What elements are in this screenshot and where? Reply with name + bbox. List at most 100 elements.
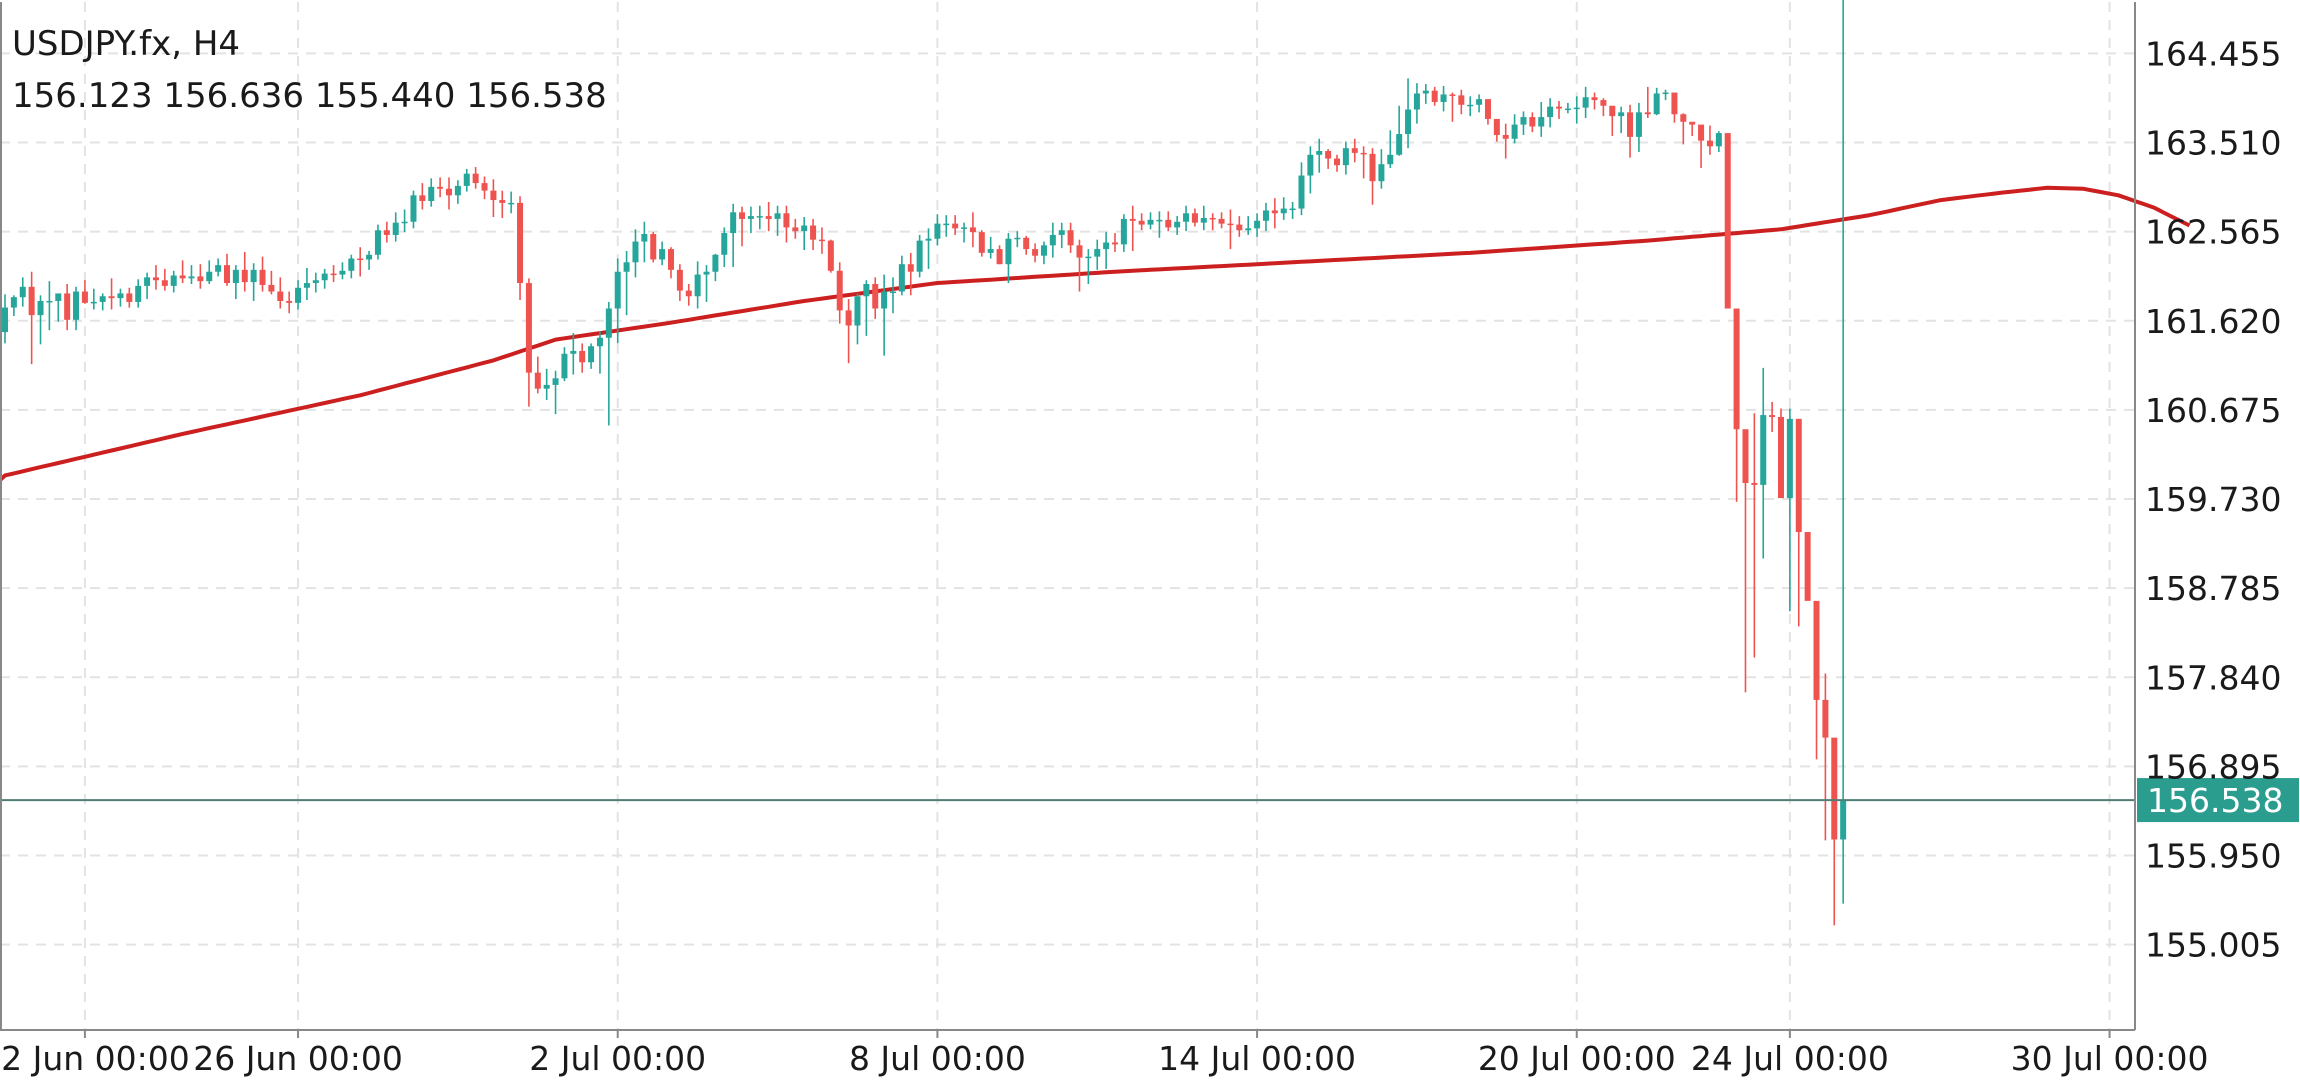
- candle: [1804, 532, 1811, 601]
- candle-body: [1360, 152, 1367, 155]
- candle: [525, 278, 532, 407]
- y-tick-label: 157.840: [2145, 658, 2281, 697]
- candle-body: [1369, 153, 1376, 182]
- candle: [1103, 232, 1110, 269]
- candle: [845, 299, 852, 364]
- candle: [969, 212, 976, 248]
- candle-body: [703, 271, 710, 275]
- candle: [366, 250, 373, 270]
- candle-body: [881, 291, 888, 309]
- candle: [152, 265, 159, 290]
- candle: [1618, 106, 1625, 134]
- candle-body: [561, 353, 568, 379]
- candle: [37, 295, 44, 345]
- candle: [641, 221, 648, 263]
- candle: [1289, 201, 1296, 219]
- candle: [1840, 0, 1847, 904]
- candle: [561, 347, 568, 382]
- candle-body: [1174, 221, 1181, 228]
- x-tick-label: 14 Jul 00:00: [1158, 1039, 1356, 1078]
- candle-body: [1156, 219, 1163, 222]
- candle-body: [99, 296, 106, 302]
- candle-body: [1804, 532, 1811, 601]
- candle: [827, 239, 834, 273]
- candle: [1307, 146, 1314, 194]
- candle-body: [1191, 213, 1198, 223]
- candle: [1778, 408, 1784, 499]
- candle-body: [410, 195, 417, 222]
- candle-body: [1085, 256, 1092, 259]
- candle: [854, 293, 861, 345]
- candle-body: [1138, 220, 1145, 225]
- candle-body: [1529, 117, 1536, 127]
- candle: [1458, 89, 1465, 115]
- candle: [321, 268, 328, 289]
- candle-body: [570, 350, 577, 354]
- candle-body: [348, 258, 355, 271]
- candle: [1644, 86, 1651, 119]
- candle-body: [854, 296, 861, 326]
- candle-body: [366, 254, 373, 260]
- candle: [1413, 83, 1420, 124]
- candle-body: [961, 227, 968, 229]
- candle-body: [1511, 124, 1518, 139]
- candle: [1760, 367, 1767, 559]
- candle: [1316, 138, 1323, 173]
- candle-body: [330, 273, 337, 276]
- candle-body: [1689, 121, 1696, 125]
- candle-body: [1049, 234, 1056, 246]
- candle: [499, 190, 506, 218]
- candle: [1369, 148, 1376, 205]
- candle-body: [872, 283, 879, 309]
- candle-body: [1644, 112, 1651, 115]
- candle-body: [1307, 154, 1314, 176]
- candle-body: [1076, 245, 1083, 258]
- candle: [810, 218, 817, 251]
- candle-body: [64, 293, 71, 320]
- candle: [428, 178, 435, 207]
- candle: [1831, 737, 1838, 926]
- candle-body: [1476, 99, 1483, 105]
- candle: [1165, 211, 1172, 232]
- candle-body: [552, 378, 559, 385]
- candle-body: [1458, 95, 1465, 105]
- candle-body: [1005, 238, 1012, 265]
- candle-body: [144, 277, 151, 286]
- candle: [312, 272, 319, 293]
- candle-body: [1316, 151, 1323, 155]
- candle: [348, 254, 355, 279]
- candle-body: [1351, 148, 1358, 153]
- candle-body: [1591, 97, 1598, 101]
- symbol-timeframe-label: USDJPY.fx, H4: [12, 24, 241, 64]
- candle-body: [1493, 118, 1500, 135]
- candle-body: [259, 269, 266, 285]
- candle-body: [1627, 112, 1634, 137]
- candle: [1609, 105, 1616, 136]
- candle: [1635, 102, 1642, 152]
- candle-body: [1831, 737, 1838, 840]
- candle: [410, 190, 417, 229]
- candle: [1351, 138, 1358, 163]
- candle-body: [969, 227, 976, 233]
- candle: [197, 264, 204, 289]
- candle: [206, 260, 213, 284]
- candle: [756, 205, 763, 230]
- candle-body: [792, 227, 799, 232]
- candle-body: [987, 249, 994, 253]
- candle-body: [188, 276, 195, 279]
- candle: [46, 281, 53, 331]
- candle-body: [1573, 107, 1580, 110]
- candle: [987, 236, 994, 259]
- y-tick-label: 158.785: [2145, 569, 2281, 608]
- x-tick-label: 22 Jun 00:00: [0, 1039, 190, 1078]
- candle: [10, 295, 17, 317]
- candle-body: [1342, 148, 1349, 166]
- candle: [277, 277, 284, 309]
- candle-body: [1023, 237, 1030, 250]
- candle: [64, 283, 71, 331]
- candle: [579, 343, 586, 373]
- candle-body: [90, 301, 97, 304]
- candle-body: [1165, 219, 1172, 228]
